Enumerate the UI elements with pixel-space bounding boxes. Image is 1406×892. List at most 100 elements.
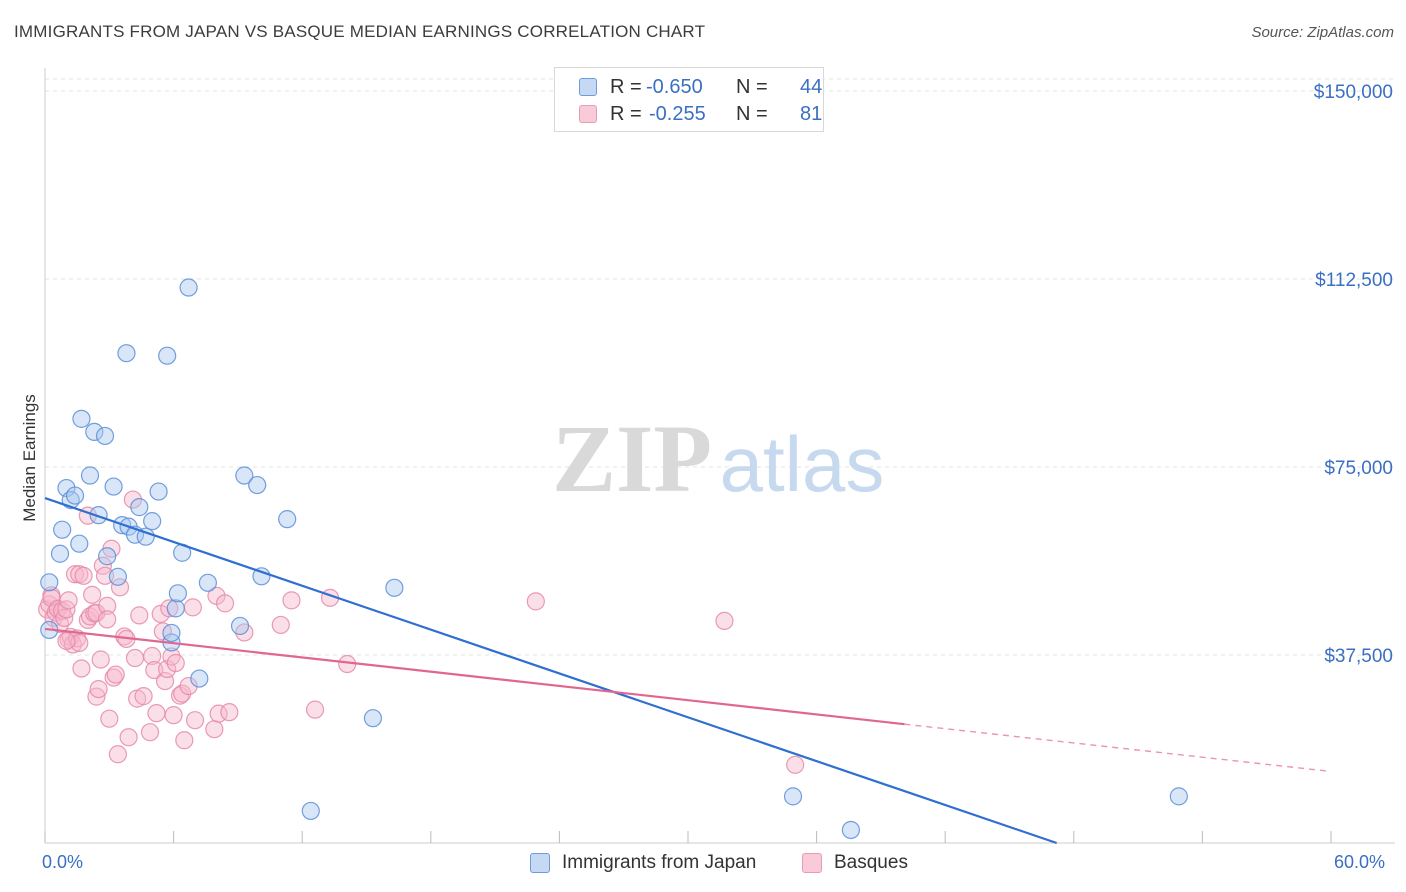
japan-point	[230, 616, 250, 636]
basques-point	[134, 687, 153, 706]
japan-point	[158, 346, 177, 365]
x-tick-max: 60.0%	[1334, 852, 1386, 872]
japan-point	[248, 475, 267, 495]
japan-point	[70, 534, 89, 553]
basques-point	[185, 711, 205, 730]
basques-point	[145, 660, 164, 680]
japan-point	[50, 544, 70, 563]
basques-trend-line	[44, 627, 905, 726]
chart-title: IMMIGRANTS FROM JAPAN VS BASQUE MEDIAN E…	[14, 22, 706, 41]
basques-point	[91, 650, 110, 669]
basques-point	[106, 665, 125, 684]
basques-point	[271, 615, 290, 635]
japan-point	[98, 547, 117, 566]
basques-point	[59, 591, 78, 610]
basques-point	[715, 611, 734, 631]
basques-point	[89, 679, 108, 699]
legend-label-japan: Immigrants from Japan	[562, 852, 757, 873]
japan-point	[235, 466, 254, 485]
basques-point	[98, 596, 117, 615]
japan-point	[149, 482, 168, 501]
basques-point	[215, 594, 235, 613]
basques-point	[72, 659, 91, 678]
n-label: N =	[736, 103, 768, 125]
japan-point	[117, 344, 136, 363]
basques-point	[143, 646, 162, 666]
trend-lines	[44, 497, 1332, 845]
japan-point	[168, 584, 187, 603]
n-label: N =	[736, 76, 768, 98]
legend-label-basques: Basques	[834, 852, 908, 873]
y-tick-label: $37,500	[1324, 646, 1393, 667]
basques-point	[160, 599, 179, 618]
n-value-basques: 81	[800, 103, 823, 125]
japan-point	[89, 506, 108, 525]
basques-point	[123, 490, 142, 509]
japan-legend-swatch	[530, 853, 550, 873]
basques-point	[95, 566, 115, 585]
r-label: R =	[610, 76, 642, 98]
basques-point	[125, 648, 145, 668]
japan-point	[179, 278, 198, 297]
japan-point	[252, 567, 271, 586]
basques-point	[130, 606, 149, 625]
japan-point	[783, 787, 803, 806]
r-value-basques: -0.255	[649, 103, 706, 125]
y-tick-label: $75,000	[1324, 458, 1393, 479]
n-value-japan: 44	[800, 76, 823, 98]
basques-point	[83, 585, 102, 604]
r-label: R =	[610, 103, 642, 125]
basques-point	[119, 728, 138, 747]
y-tick-label: $112,500	[1315, 270, 1393, 291]
basques-point	[305, 700, 325, 719]
basques-point	[220, 703, 239, 722]
basques-point	[183, 598, 202, 617]
basques-trend-extension	[904, 723, 1332, 773]
basques-point	[173, 684, 192, 703]
japan-point	[143, 512, 162, 531]
japan-point	[198, 573, 217, 592]
japan-point	[363, 709, 383, 728]
japan-point	[95, 426, 115, 446]
japan-point	[301, 801, 320, 821]
japan-point	[80, 466, 100, 485]
japan-point	[85, 422, 104, 442]
japan-point	[130, 498, 149, 517]
basques-point	[147, 704, 166, 723]
r-value-japan: -0.650	[646, 76, 703, 98]
basques-point	[175, 731, 194, 750]
watermark-atlas: atlas	[720, 420, 885, 508]
basques-point	[205, 720, 224, 739]
basques-point	[87, 603, 106, 622]
source-label: Source: ZipAtlas.com	[1251, 24, 1394, 41]
basques-point	[108, 745, 127, 764]
japan-points	[40, 278, 1188, 840]
japan-point	[1169, 787, 1188, 806]
japan-point	[104, 477, 123, 496]
japan-point	[40, 573, 59, 592]
japan-point	[136, 527, 155, 546]
basques-point	[104, 668, 123, 687]
japan-point	[278, 510, 297, 529]
japan-point	[108, 567, 127, 586]
axes	[44, 68, 1395, 844]
basques-point	[57, 631, 76, 651]
basques-swatch	[579, 105, 597, 123]
japan-swatch	[579, 78, 597, 96]
japan-point	[162, 623, 181, 643]
basques-point	[98, 610, 117, 629]
stats-legend: R = -0.650 N = 44 R = -0.255 N = 81	[554, 67, 824, 132]
japan-trend-line	[44, 497, 1058, 845]
y-tick-labels: $37,500 $75,000 $112,500 $150,000	[1314, 82, 1393, 667]
basques-point	[140, 723, 160, 742]
japan-point	[385, 578, 404, 597]
japan-point	[841, 820, 860, 840]
watermark-zip: ZIP	[552, 405, 712, 512]
basques-point	[164, 706, 183, 725]
basques-point	[74, 566, 93, 585]
japan-point	[53, 520, 72, 539]
basques-point	[100, 709, 119, 728]
gridlines	[45, 78, 1395, 656]
basques-point	[166, 653, 185, 673]
